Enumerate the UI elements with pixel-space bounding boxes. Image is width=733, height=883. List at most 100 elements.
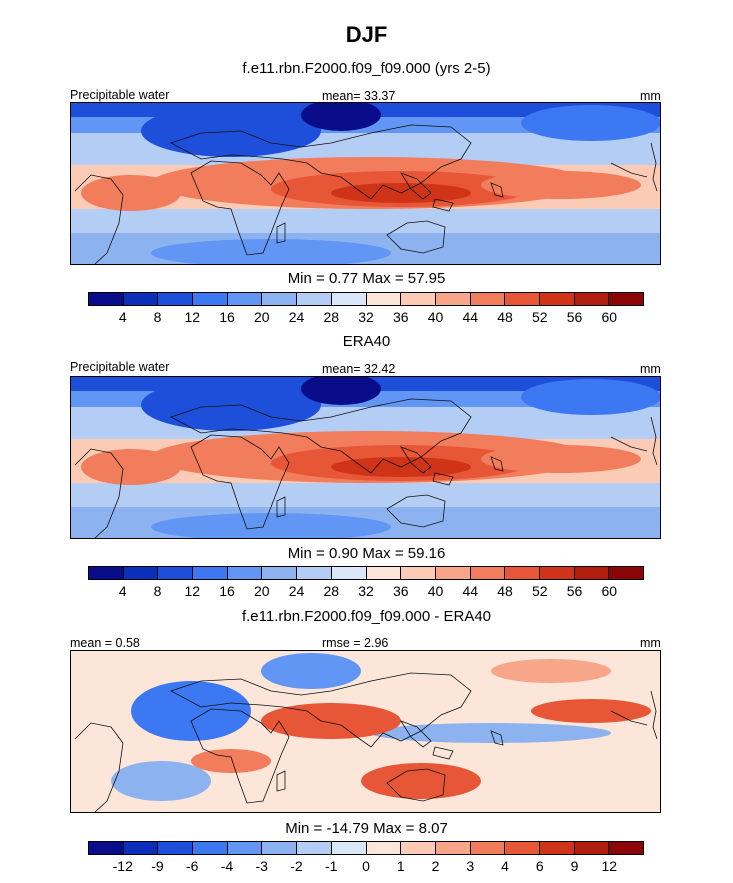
- panel-2-colorbar: [88, 566, 644, 580]
- panel-1-mean-label: mean= 33.37: [322, 89, 396, 103]
- colorbar-tick-label: 56: [566, 309, 583, 325]
- colorbar-tick-label: -3: [255, 858, 268, 874]
- colorbar-tick-label: 4: [118, 309, 127, 325]
- colorbar-swatch: [123, 567, 159, 579]
- colorbar-swatch: [193, 293, 228, 305]
- colorbar-swatch: [89, 567, 124, 579]
- colorbar-tick-label: -12: [112, 858, 133, 874]
- colorbar-swatch: [539, 567, 575, 579]
- colorbar-swatch: [539, 293, 575, 305]
- colorbar-swatch: [435, 567, 471, 579]
- colorbar-tick-label: 12: [601, 858, 618, 874]
- figure-title: DJF: [345, 22, 388, 47]
- colorbar-tick-label: -1: [325, 858, 338, 874]
- colorbar-swatch: [297, 842, 332, 854]
- colorbar-tick-label: 9: [570, 858, 579, 874]
- colorbar-tick-label: 2: [431, 858, 440, 874]
- colorbar-tick-label: 3: [466, 858, 475, 874]
- colorbar-tick-label: 36: [392, 583, 409, 599]
- panel-1-units-label: mm: [640, 89, 661, 103]
- colorbar-tick-label: 20: [253, 583, 270, 599]
- panel-3-rmse-label: rmse = 2.96: [322, 636, 389, 650]
- colorbar-tick-label: 48: [497, 309, 513, 325]
- colorbar-tick-label: 32: [358, 583, 374, 599]
- colorbar-tick-label: 20: [253, 309, 270, 325]
- colorbar-tick-label: 8: [153, 309, 162, 325]
- colorbar-tick-label: 36: [392, 309, 409, 325]
- colorbar-swatch: [609, 567, 643, 579]
- colorbar-swatch: [262, 842, 298, 854]
- panel-3-colorbar: [88, 841, 644, 855]
- colorbar-tick-label: 8: [153, 583, 162, 599]
- colorbar-swatch: [193, 842, 228, 854]
- colorbar-swatch: [574, 293, 610, 305]
- colorbar-swatch: [435, 842, 471, 854]
- colorbar-swatch: [539, 842, 575, 854]
- colorbar-tick-label: 6: [535, 858, 544, 874]
- panel-1-minmax: Min = 0.77 Max = 57.95: [287, 270, 446, 287]
- colorbar-swatch: [505, 567, 540, 579]
- colorbar-swatch: [470, 293, 506, 305]
- panel-1-colorbar: [88, 292, 644, 306]
- colorbar-swatch: [470, 567, 506, 579]
- colorbar-tick-label: 52: [531, 309, 548, 325]
- colorbar-swatch: [331, 842, 367, 854]
- colorbar-swatch: [401, 293, 436, 305]
- colorbar-tick-label: 40: [427, 583, 444, 599]
- panel-1-map: [70, 102, 661, 265]
- colorbar-tick-label: 1: [396, 858, 405, 874]
- colorbar-tick-label: 28: [323, 309, 340, 325]
- colorbar-tick-label: 32: [358, 309, 374, 325]
- colorbar-swatch: [297, 567, 332, 579]
- colorbar-tick-label: 44: [462, 309, 479, 325]
- colorbar-swatch: [262, 293, 298, 305]
- colorbar-tick-label: 24: [288, 309, 305, 325]
- colorbar-tick-label: 48: [497, 583, 513, 599]
- colorbar-tick-label: 4: [118, 583, 127, 599]
- panel-2-mean-label: mean= 32.42: [322, 362, 396, 376]
- colorbar-tick-label: 28: [323, 583, 340, 599]
- colorbar-swatch: [193, 567, 228, 579]
- colorbar-swatch: [366, 567, 402, 579]
- colorbar-swatch: [89, 293, 124, 305]
- panel-3-units-label: mm: [640, 636, 661, 650]
- colorbar-tick-label: -9: [151, 858, 164, 874]
- colorbar-swatch: [366, 293, 402, 305]
- colorbar-tick-label: 24: [288, 583, 305, 599]
- colorbar-swatch: [609, 842, 643, 854]
- colorbar-swatch: [331, 293, 367, 305]
- colorbar-swatch: [574, 567, 610, 579]
- colorbar-swatch: [574, 842, 610, 854]
- colorbar-swatch: [297, 293, 332, 305]
- panel-1-colorbar-labels: 4 8 12 16 20 24 28 32 36 40 44 48 52 56 60: [88, 309, 644, 327]
- colorbar-swatch: [366, 842, 402, 854]
- colorbar-tick-label: 16: [219, 309, 235, 325]
- colorbar-tick-label: 40: [427, 309, 444, 325]
- colorbar-swatch: [158, 293, 194, 305]
- panel-3-title: f.e11.rbn.F2000.f09_f09.000 - ERA40: [241, 608, 492, 625]
- panel-3-mean-label: mean = 0.58: [70, 636, 140, 650]
- colorbar-tick-label: 0: [362, 858, 370, 874]
- colorbar-tick-label: 52: [531, 583, 548, 599]
- colorbar-tick-label: 60: [601, 583, 618, 599]
- panel-2-title: ERA40: [342, 333, 391, 350]
- colorbar-swatch: [227, 293, 263, 305]
- colorbar-swatch: [158, 567, 194, 579]
- colorbar-tick-label: 44: [462, 583, 479, 599]
- panel-3-map: [70, 650, 661, 813]
- colorbar-swatch: [331, 567, 367, 579]
- panel-3-colorbar-labels: -12 -9 -6 -4 -3 -2 -1 0 1 2 3 4 6 9 12: [88, 858, 644, 876]
- colorbar-tick-label: 4: [501, 858, 509, 874]
- colorbar-swatch: [435, 293, 471, 305]
- colorbar-swatch: [401, 842, 436, 854]
- colorbar-swatch: [262, 567, 298, 579]
- panel-1-title: f.e11.rbn.F2000.f09_f09.000 (yrs 2-5): [242, 60, 491, 77]
- panel-1-left-label: Precipitable water: [70, 88, 170, 102]
- colorbar-swatch: [401, 567, 436, 579]
- panel-2-colorbar-labels: 4 8 12 16 20 24 28 32 36 40 44 48 52 56 60: [88, 583, 644, 601]
- colorbar-tick-label: -2: [290, 858, 303, 874]
- colorbar-tick-label: 12: [184, 583, 201, 599]
- colorbar-swatch: [123, 293, 159, 305]
- colorbar-swatch: [158, 842, 194, 854]
- colorbar-swatch: [505, 842, 540, 854]
